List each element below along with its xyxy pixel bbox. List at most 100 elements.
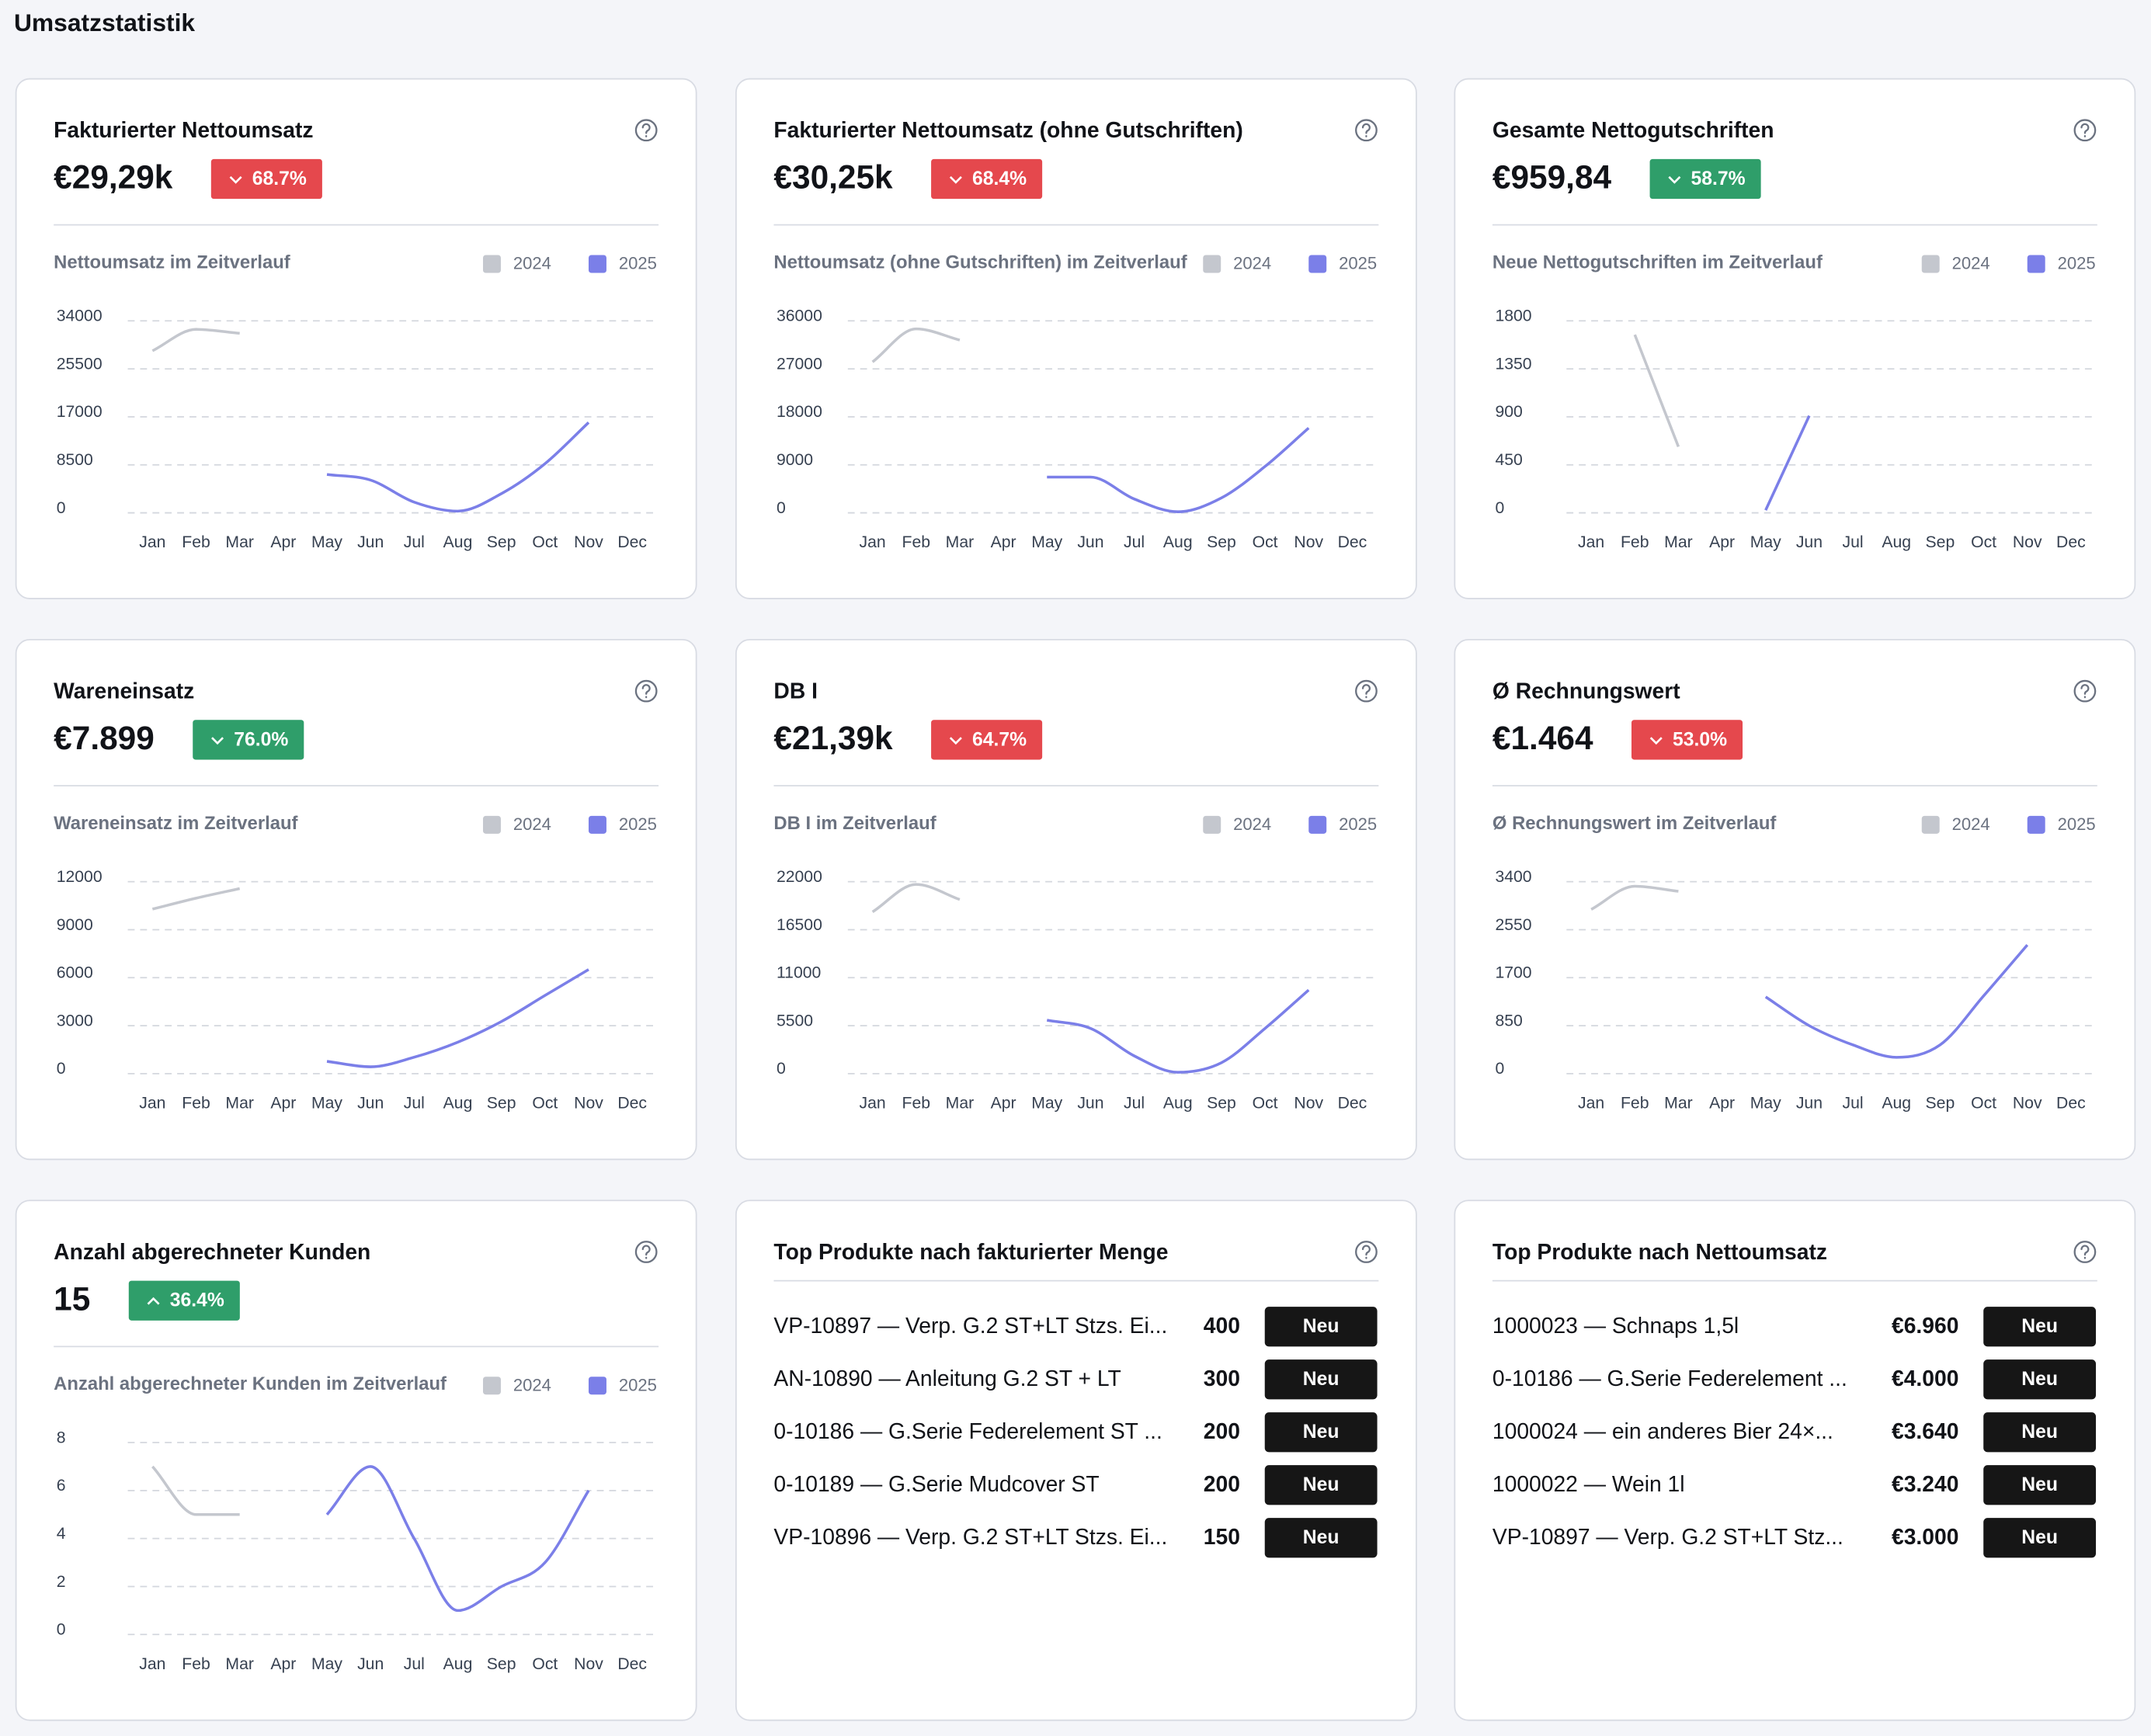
help-icon[interactable]: [2073, 1241, 2097, 1263]
legend-label: 2024: [1233, 814, 1271, 834]
x-tick-label: Oct: [532, 1094, 558, 1112]
product-badge-label[interactable]: Neu: [1303, 1316, 1340, 1337]
legend-label: 2024: [1952, 814, 1990, 834]
card-title: Anzahl abgerechneter Kunden: [54, 1239, 370, 1264]
product-badge-label[interactable]: Neu: [1303, 1369, 1340, 1390]
chart-title: DB I im Zeitverlauf: [773, 813, 936, 834]
legend-label: 2024: [513, 1375, 551, 1394]
x-tick-label: Nov: [2013, 533, 2042, 551]
product-badge-label[interactable]: Neu: [2021, 1527, 2058, 1548]
card: [1454, 639, 2136, 1161]
y-tick-label: 22000: [777, 868, 822, 886]
legend-label: 2025: [619, 1375, 657, 1394]
help-icon[interactable]: [634, 119, 658, 142]
x-tick-label: Dec: [2056, 533, 2086, 551]
product-badge-label[interactable]: Neu: [2021, 1422, 2058, 1443]
x-tick-label: Sep: [487, 1655, 516, 1673]
product-badge[interactable]: [1264, 1359, 1378, 1400]
series-line: [326, 968, 589, 1068]
legend-swatch: [589, 255, 606, 273]
series-line: [325, 1465, 590, 1613]
chart-title: Wareneinsatz im Zeitverlauf: [54, 813, 297, 834]
legend-swatch: [1203, 255, 1221, 273]
product-badge[interactable]: [1983, 1307, 2097, 1347]
y-tick-label: 6000: [57, 964, 93, 982]
x-tick-label: Jan: [1578, 1094, 1604, 1112]
product-badge-label[interactable]: Neu: [2021, 1316, 2058, 1337]
help-mark: [641, 1245, 651, 1259]
kpi-value: €1.464: [1492, 720, 1593, 756]
product-badge-label[interactable]: Neu: [1303, 1422, 1340, 1443]
help-icon[interactable]: [1355, 119, 1378, 142]
product-badge[interactable]: [1983, 1412, 2097, 1453]
series-line: [326, 421, 590, 513]
product-badge-label[interactable]: Neu: [1303, 1527, 1340, 1548]
x-tick-label: Jun: [1796, 1094, 1823, 1112]
x-tick-label: Oct: [1253, 1094, 1278, 1112]
product-badge[interactable]: [1983, 1518, 2097, 1558]
series-line: [1046, 988, 1310, 1074]
legend-swatch: [1308, 815, 1327, 834]
product-badge[interactable]: [1264, 1518, 1378, 1558]
legend-swatch: [1921, 815, 1940, 834]
change-arrow: [211, 737, 224, 745]
help-icon[interactable]: [1355, 1241, 1378, 1263]
kpi-value: €21,39k: [773, 720, 893, 756]
x-tick-label: Jan: [860, 533, 886, 551]
card-title: DB I: [773, 678, 818, 703]
x-tick-label: Dec: [617, 533, 647, 551]
kpi-value: €30,25k: [773, 159, 893, 196]
x-tick-label: Apr: [270, 1094, 296, 1112]
card: [15, 639, 697, 1161]
x-tick-label: Jul: [1843, 1094, 1864, 1112]
x-tick-label: Jul: [404, 1655, 425, 1673]
y-tick-label: 1700: [1495, 964, 1531, 982]
change-badge: [193, 720, 304, 760]
card-title: Gesamte Nettogutschriften: [1492, 117, 1774, 142]
product-badge-label[interactable]: Neu: [2021, 1369, 2058, 1390]
help-icon[interactable]: [2073, 119, 2097, 142]
change-arrow: [1668, 175, 1681, 184]
card: [735, 1200, 1417, 1721]
product-badge-label[interactable]: Neu: [2021, 1474, 2058, 1495]
product-badge[interactable]: [1983, 1359, 2097, 1400]
help-icon[interactable]: [1355, 679, 1378, 703]
product-badge[interactable]: [1264, 1307, 1378, 1347]
card: [735, 639, 1417, 1161]
chart-title: Ø Rechnungswert im Zeitverlauf: [1492, 813, 1777, 834]
x-tick-label: Sep: [1207, 1094, 1236, 1112]
product-value: 150: [1204, 1524, 1240, 1549]
product-name: 1000022 — Wein 1l: [1492, 1471, 1685, 1496]
x-tick-label: May: [1031, 533, 1062, 551]
y-tick-label: 1800: [1495, 307, 1531, 325]
change-arrow: [147, 1297, 160, 1305]
help-icon[interactable]: [634, 1241, 658, 1263]
card-title: Top Produkte nach fakturierter Menge: [773, 1239, 1168, 1264]
x-tick-label: Jul: [1124, 533, 1145, 551]
x-tick-label: Aug: [443, 533, 473, 551]
product-badge-label[interactable]: Neu: [1303, 1474, 1340, 1495]
help-icon[interactable]: [634, 679, 658, 703]
card: [15, 1200, 697, 1721]
product-badge[interactable]: [1264, 1412, 1378, 1453]
y-tick-label: 900: [1495, 403, 1522, 421]
card-title: Ø Rechnungswert: [1492, 678, 1680, 703]
x-tick-label: Jul: [404, 1094, 425, 1112]
x-tick-label: Sep: [487, 533, 516, 551]
chart-title: Nettoumsatz im Zeitverlauf: [54, 252, 290, 273]
legend-swatch: [2027, 255, 2045, 273]
help-mark: [641, 684, 651, 699]
legend-swatch: [483, 815, 501, 834]
help-mark: [2080, 684, 2090, 699]
x-tick-label: Sep: [1926, 1094, 1955, 1112]
x-tick-label: Jul: [404, 533, 425, 551]
product-value: €4.000: [1892, 1366, 1958, 1391]
product-badge[interactable]: [1264, 1465, 1378, 1505]
product-badge[interactable]: [1983, 1465, 2097, 1505]
x-tick-label: Feb: [1621, 533, 1649, 551]
help-icon[interactable]: [2073, 679, 2097, 703]
x-tick-label: Oct: [1253, 533, 1278, 551]
change-arrow: [1649, 737, 1663, 745]
y-tick-label: 5500: [777, 1012, 813, 1029]
